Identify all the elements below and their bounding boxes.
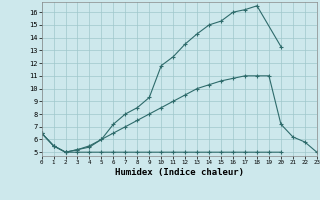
X-axis label: Humidex (Indice chaleur): Humidex (Indice chaleur) <box>115 168 244 177</box>
